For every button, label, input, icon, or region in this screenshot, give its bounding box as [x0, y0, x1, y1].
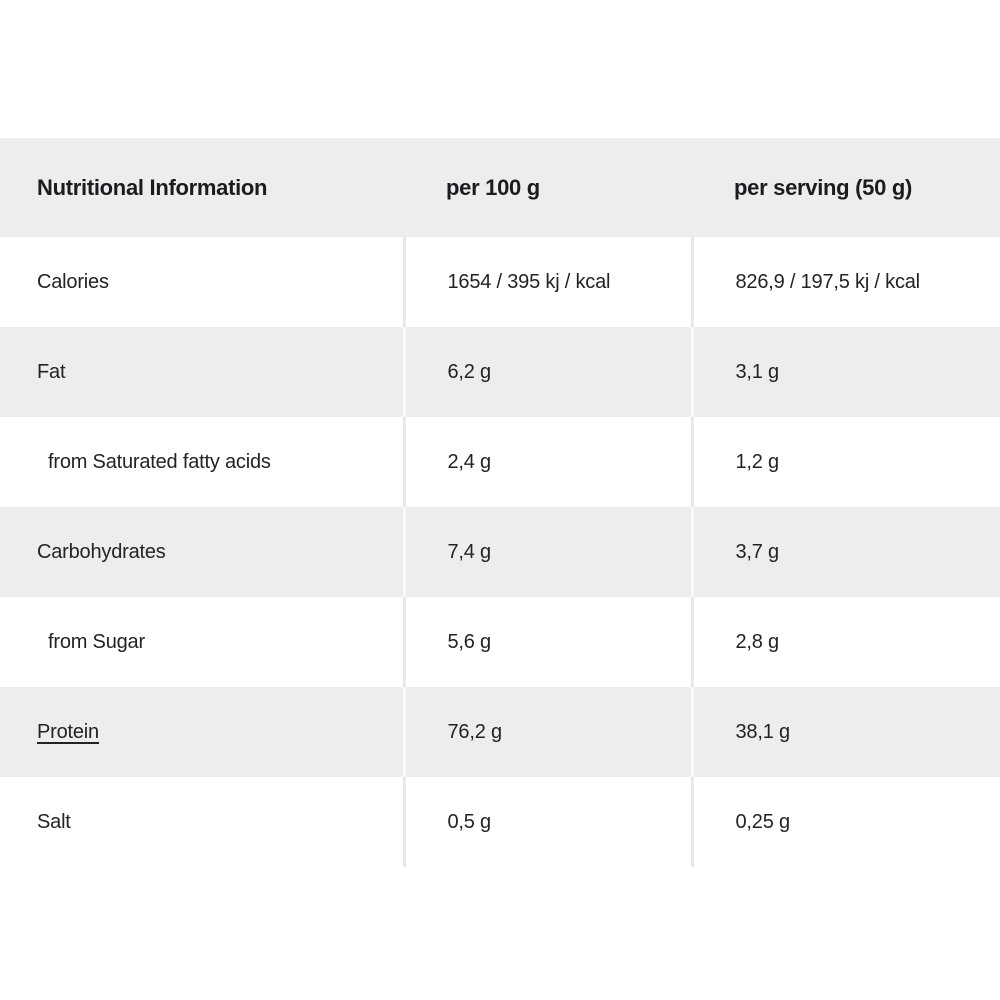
row-per-100g-value: 5,6 g	[402, 597, 692, 687]
row-per-serving-value: 2,8 g	[690, 597, 1000, 687]
row-label-cell: from Saturated fatty acids	[0, 417, 404, 507]
row-label-cell: Carbohydrates	[0, 507, 404, 597]
table-row: Calories 1654 / 395 kj / kcal 826,9 / 19…	[0, 237, 1000, 327]
table-row: Carbohydrates 7,4 g 3,7 g	[0, 507, 1000, 597]
row-per-serving-value: 826,9 / 197,5 kj / kcal	[690, 237, 1000, 327]
row-label-link[interactable]: Protein	[37, 720, 99, 743]
row-per-100g-value: 6,2 g	[402, 327, 692, 417]
row-per-serving-value: 3,1 g	[690, 327, 1000, 417]
row-label-cell: Calories	[0, 237, 404, 327]
row-label: Calories	[37, 270, 109, 293]
row-label: Fat	[37, 360, 66, 383]
row-per-100g-value: 0,5 g	[402, 777, 692, 867]
row-label-cell: Protein	[0, 687, 404, 777]
header-per-100g: per 100 g	[404, 138, 692, 237]
row-per-100g-value: 76,2 g	[402, 687, 692, 777]
row-per-100g-value: 2,4 g	[402, 417, 692, 507]
row-label: Carbohydrates	[37, 540, 166, 563]
row-label: from Sugar	[48, 630, 145, 653]
row-label-cell: from Sugar	[0, 597, 404, 687]
row-per-serving-value: 0,25 g	[690, 777, 1000, 867]
row-label-cell: Salt	[0, 777, 404, 867]
header-per-serving: per serving (50 g)	[692, 138, 1000, 237]
row-per-100g-value: 7,4 g	[402, 507, 692, 597]
row-per-serving-value: 3,7 g	[690, 507, 1000, 597]
nutrition-table: Nutritional Information per 100 g per se…	[0, 138, 1000, 867]
table-row: Protein 76,2 g 38,1 g	[0, 687, 1000, 777]
header-nutritional-information: Nutritional Information	[0, 138, 404, 237]
table-header-row: Nutritional Information per 100 g per se…	[0, 138, 1000, 237]
row-per-serving-value: 1,2 g	[690, 417, 1000, 507]
table-row: Salt 0,5 g 0,25 g	[0, 777, 1000, 867]
row-label-cell: Fat	[0, 327, 404, 417]
table-row: from Sugar 5,6 g 2,8 g	[0, 597, 1000, 687]
table-row: Fat 6,2 g 3,1 g	[0, 327, 1000, 417]
row-per-100g-value: 1654 / 395 kj / kcal	[402, 237, 692, 327]
row-per-serving-value: 38,1 g	[690, 687, 1000, 777]
row-label: from Saturated fatty acids	[48, 450, 271, 473]
table-row: from Saturated fatty acids 2,4 g 1,2 g	[0, 417, 1000, 507]
row-label: Salt	[37, 810, 71, 833]
